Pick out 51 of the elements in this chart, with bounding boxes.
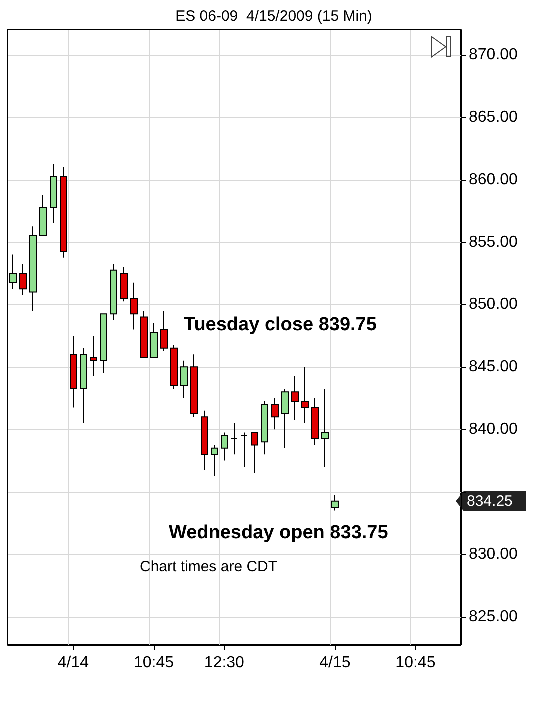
candlestick — [251, 432, 258, 474]
x-tick-label: 10:45 — [134, 654, 174, 672]
annotation: Wednesday open 833.75 — [169, 522, 389, 544]
candlestick — [120, 266, 128, 302]
candlestick — [90, 335, 97, 378]
candlestick — [241, 432, 248, 468]
candlestick — [261, 401, 268, 456]
x-tick-label: 4/14 — [58, 654, 90, 672]
y-tick-label: 850.00 — [469, 296, 518, 314]
candlestick — [39, 194, 47, 237]
y-tick-label: 830.00 — [469, 546, 518, 563]
candlestick — [180, 360, 188, 399]
x-tick-label: 4/15 — [320, 654, 351, 672]
y-tick-label: 845.00 — [469, 358, 518, 376]
candlestick — [80, 348, 87, 424]
y-tick-label: 865.00 — [469, 108, 518, 126]
candlestick — [130, 282, 138, 330]
chart-title: ES 06-09 4/15/2009 (15 Min) — [176, 8, 372, 25]
candlestick — [190, 354, 198, 418]
candlestick — [60, 166, 67, 258]
candlestick — [221, 432, 228, 462]
candlestick — [100, 314, 107, 374]
candlestick — [140, 310, 148, 358]
candlestick — [160, 310, 168, 352]
candlestick — [281, 388, 289, 449]
text: 834.25 — [467, 492, 513, 510]
candlestick — [271, 398, 279, 430]
candlestick — [70, 335, 77, 408]
annotation: Tuesday close 839.75 — [184, 314, 378, 336]
candlestick — [50, 164, 57, 224]
y-tick-label: 825.00 — [469, 608, 518, 626]
y-tick-label: 870.00 — [469, 46, 518, 64]
candlestick — [331, 494, 339, 512]
candlestick — [170, 344, 178, 390]
candlestick — [110, 264, 117, 321]
candlestick — [211, 444, 218, 477]
candlestick — [301, 366, 309, 424]
candlestick — [29, 226, 37, 312]
candlestick — [321, 388, 329, 468]
candlestick — [150, 322, 158, 358]
annotation: Chart times are CDT — [140, 558, 278, 576]
candlestick — [231, 422, 238, 456]
candlestick — [311, 398, 319, 446]
y-tick-label: 840.00 — [469, 421, 518, 438]
x-tick-label: 10:45 — [396, 654, 436, 672]
y-tick-label: 860.00 — [469, 171, 518, 188]
candlestick — [201, 410, 208, 471]
y-tick-label: 855.00 — [469, 234, 518, 251]
candlestick — [291, 376, 299, 421]
x-tick-label: 12:30 — [204, 654, 245, 672]
candlestick — [19, 264, 27, 296]
